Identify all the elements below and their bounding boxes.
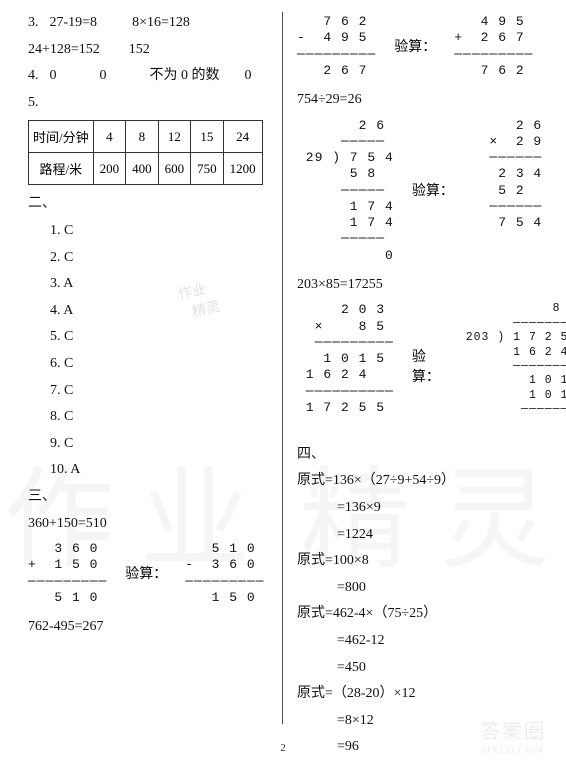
cell: 15 — [191, 121, 224, 153]
eqB: 754÷29=26 — [297, 87, 547, 114]
mc-n: 4. — [50, 303, 61, 318]
q3-b: 8×16=128 — [132, 15, 190, 30]
q3-label: 3. — [28, 15, 39, 30]
arith-longdiv: 2 6 ───── 29 ) 7 5 4 5 8 ───── 1 7 4 1 7… — [297, 118, 394, 264]
mc-v: C — [64, 329, 73, 344]
expr-line: 原式=462-4×（75÷25） — [297, 601, 547, 628]
q4-c: 不为 0 的数 — [150, 68, 220, 83]
cell: 24 — [223, 121, 262, 153]
mc-v: A — [63, 303, 73, 318]
mc-v: C — [64, 356, 73, 371]
expr-line: 原式=136×（27÷9+54÷9） — [297, 468, 547, 495]
mc-n: 1. — [50, 223, 61, 238]
q4-b: 0 — [100, 68, 107, 83]
verify-label: 验算： — [412, 180, 454, 200]
arith-sub: 5 1 0 - 3 6 0 ───────── 1 5 0 — [185, 541, 264, 606]
q3-a: 27-19=8 — [50, 15, 98, 30]
mc-n: 2. — [50, 250, 61, 265]
cell: 750 — [191, 153, 224, 185]
q4-d: 0 — [245, 68, 252, 83]
arith-add: 3 6 0 + 1 5 0 ───────── 5 1 0 — [28, 541, 107, 606]
arith-mul: 2 0 3 × 8 5 ───────── 1 0 1 5 1 6 2 4 ──… — [297, 302, 394, 416]
arith-pair-a: 7 6 2 - 4 9 5 ───────── 2 6 7 验算： 4 9 5 … — [297, 10, 547, 81]
mc-v: A — [63, 276, 73, 291]
expr-line: 原式=100×8 — [297, 548, 547, 575]
mc-n: 8. — [50, 409, 61, 424]
mc-item: 7. C — [28, 378, 272, 405]
mc-n: 6. — [50, 356, 61, 371]
mc-item: 4. A — [28, 298, 272, 325]
columns: 3. 27-19=8 8×16=128 24+128=152 152 4. 0 … — [0, 10, 566, 760]
mc-n: 7. — [50, 383, 61, 398]
mc-v: C — [64, 223, 73, 238]
cell: 4 — [93, 121, 126, 153]
verify-label: 验算： — [412, 346, 440, 386]
expr-line: 原式=（28-20）×12 — [297, 681, 547, 708]
q5-label: 5. — [28, 90, 272, 117]
q3-d: 152 — [129, 42, 150, 57]
section-4-label: 四、 — [297, 442, 547, 469]
arith-pair-c: 2 0 3 × 8 5 ───────── 1 0 1 5 1 6 2 4 ──… — [297, 298, 547, 433]
mc-v: C — [64, 250, 73, 265]
page: 作 业 精 灵 作业 精灵 答案圈 MXEQ.COM 3. 27-19=8 8×… — [0, 0, 566, 760]
table-row: 时间/分钟 4 8 12 15 24 — [29, 121, 263, 153]
mc-n: 10. — [50, 462, 68, 477]
q4-line: 4. 0 0 不为 0 的数 0 — [28, 63, 272, 90]
expr-line: =136×9 — [297, 495, 547, 522]
expr-line: =800 — [297, 575, 547, 602]
mc-item: 6. C — [28, 351, 272, 378]
verify-label: 验算： — [125, 563, 167, 583]
mc-item: 5. C — [28, 324, 272, 351]
arith-add: 4 9 5 + 2 6 7 ───────── 7 6 2 — [454, 14, 533, 79]
section-2-label: 二、 — [28, 191, 272, 218]
mc-item: 9. C — [28, 431, 272, 458]
cell: 400 — [126, 153, 159, 185]
expr-line: =96 — [297, 734, 547, 761]
q3-line2: 24+128=152 152 — [28, 37, 272, 64]
q4-a: 0 — [50, 68, 57, 83]
cell: 12 — [158, 121, 191, 153]
cell: 8 — [126, 121, 159, 153]
q4-label: 4. — [28, 68, 39, 83]
expr-line: =8×12 — [297, 708, 547, 735]
mc-n: 5. — [50, 329, 61, 344]
verify-label: 验算： — [394, 36, 436, 56]
mc-n: 3. — [50, 276, 61, 291]
expr-line: =1224 — [297, 522, 547, 549]
cell: 200 — [93, 153, 126, 185]
arith-pair-b: 2 6 ───── 29 ) 7 5 4 5 8 ───── 1 7 4 1 7… — [297, 114, 547, 266]
section-3-label: 三、 — [28, 484, 272, 511]
mc-item: 10. A — [28, 457, 272, 484]
mc-v: A — [70, 462, 80, 477]
cell: 1200 — [223, 153, 262, 185]
table-row: 路程/米 200 400 600 750 1200 — [29, 153, 263, 185]
q3-c: 24+128=152 — [28, 42, 100, 57]
mc-item: 1. C — [28, 218, 272, 245]
cell: 600 — [158, 153, 191, 185]
cell: 时间/分钟 — [29, 121, 94, 153]
arith-pair-1: 3 6 0 + 1 5 0 ───────── 5 1 0 验算： 5 1 0 … — [28, 537, 272, 608]
expr-line: =462-12 — [297, 628, 547, 655]
mc-item: 8. C — [28, 404, 272, 431]
q5-table: 时间/分钟 4 8 12 15 24 路程/米 200 400 600 750 … — [28, 120, 263, 185]
mc-n: 9. — [50, 436, 61, 451]
arith-longdiv: 8 5 ──────── 203 ) 1 7 2 5 5 1 6 2 4 ───… — [458, 302, 566, 431]
eqC: 203×85=17255 — [297, 272, 547, 299]
cell: 路程/米 — [29, 153, 94, 185]
right-column: 7 6 2 - 4 9 5 ───────── 2 6 7 验算： 4 9 5 … — [283, 10, 565, 760]
mc-v: C — [64, 409, 73, 424]
mc-item: 3. A — [28, 271, 272, 298]
mc-v: C — [64, 383, 73, 398]
page-number: 2 — [280, 742, 286, 754]
arith-mul: 2 6 × 2 9 ────── 2 3 4 5 2 ────── 7 5 4 — [472, 118, 542, 232]
arith-sub: 7 6 2 - 4 9 5 ───────── 2 6 7 — [297, 14, 376, 79]
expr-line: =450 — [297, 655, 547, 682]
left-column: 3. 27-19=8 8×16=128 24+128=152 152 4. 0 … — [0, 10, 282, 760]
mc-v: C — [64, 436, 73, 451]
mc-item: 2. C — [28, 245, 272, 272]
eq1: 360+150=510 — [28, 511, 272, 538]
eq2: 762-495=267 — [28, 614, 272, 641]
q3-line1: 3. 27-19=8 8×16=128 — [28, 10, 272, 37]
